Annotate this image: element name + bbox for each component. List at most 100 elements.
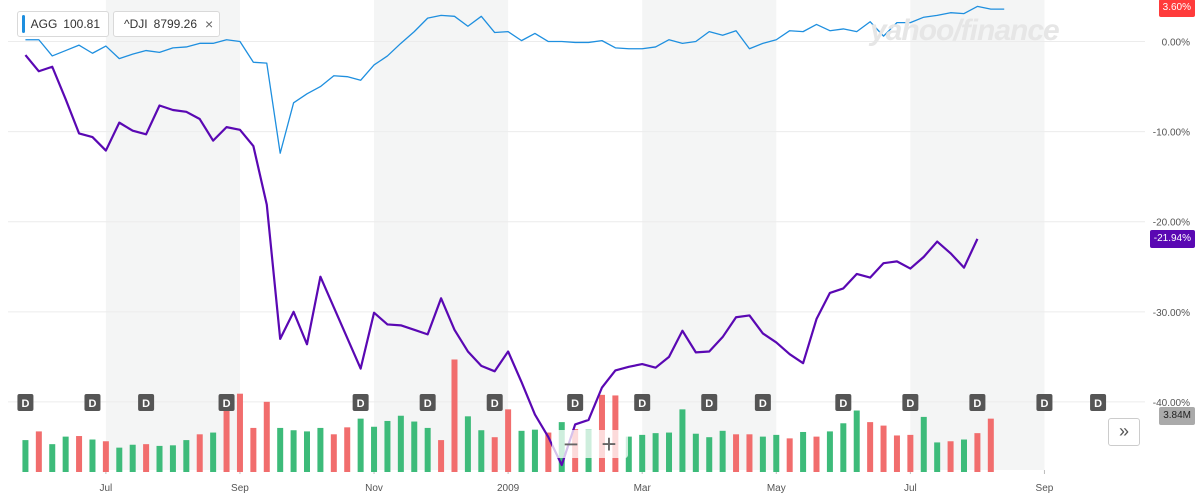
volume-bar: [505, 409, 512, 472]
volume-bar: [143, 444, 150, 472]
x-tick-label: Nov: [365, 483, 383, 494]
volume-bar: [773, 434, 780, 472]
dji-line: [24, 54, 979, 467]
volume-bar: [223, 404, 230, 472]
dividend-marker-label: D: [88, 398, 96, 410]
volume-bar: [974, 433, 981, 472]
x-tick-label: 2009: [497, 483, 520, 494]
dividend-marker: [969, 394, 986, 411]
dividend-marker-label: D: [906, 398, 914, 410]
x-tick-label: Sep: [1036, 483, 1054, 494]
legend-dji[interactable]: ^DJI 8799.26 ×: [113, 11, 220, 37]
volume-bar: [813, 436, 820, 472]
agg-color-swatch: [22, 15, 25, 33]
x-tick-label: May: [767, 483, 786, 494]
dividend-marker: [754, 394, 771, 411]
volume-bar: [451, 359, 458, 472]
dividend-marker-label: D: [491, 398, 499, 410]
y-tick-label: -20.00%: [1153, 218, 1190, 229]
volume-bar: [397, 415, 404, 472]
volume-bar: [411, 421, 418, 472]
agg-line: [25, 5, 1005, 154]
dividend-marker: [419, 394, 436, 411]
volume-bar: [746, 434, 753, 472]
volume-bar: [759, 436, 766, 472]
dividend-marker-label: D: [973, 398, 981, 410]
expand-icon[interactable]: »: [1108, 418, 1140, 446]
dividend-marker: [835, 394, 852, 411]
dividend-marker: [701, 394, 718, 411]
volume-bar: [129, 444, 136, 472]
shaded-band: [642, 0, 777, 470]
dividend-marker-label: D: [424, 398, 432, 410]
volume-bar: [371, 426, 378, 472]
zoom-in-button[interactable]: +: [601, 429, 617, 459]
volume-bar: [652, 433, 659, 472]
dividend-marker-label: D: [223, 398, 231, 410]
volume-bar: [62, 436, 69, 472]
dividend-marker-label: D: [638, 398, 646, 410]
volume-bar: [826, 431, 833, 472]
x-tick-label: Sep: [231, 483, 249, 494]
agg-value: 100.81: [63, 17, 100, 31]
dji-value: 8799.26: [153, 17, 198, 31]
dividend-marker-label: D: [839, 398, 847, 410]
volume-bar: [183, 440, 190, 472]
dividend-marker: [84, 394, 101, 411]
volume-bar: [518, 430, 525, 472]
dividend-marker: [17, 394, 34, 411]
dividend-marker-label: D: [1040, 398, 1048, 410]
zoom-out-button[interactable]: −: [563, 429, 579, 459]
volume-bar: [22, 440, 29, 472]
x-tick-label: Jul: [904, 483, 917, 494]
volume-bar: [210, 432, 217, 472]
volume-bar: [692, 433, 699, 472]
dividend-marker-label: D: [1094, 398, 1102, 410]
volume-bar: [196, 434, 203, 472]
dividend-marker-label: D: [142, 398, 150, 410]
x-tick-label: Jul: [99, 483, 112, 494]
volume-bar: [250, 427, 257, 472]
volume-bar: [277, 427, 284, 472]
dividend-marker-label: D: [357, 398, 365, 410]
volume-bar: [317, 427, 324, 472]
volume-bar: [800, 431, 807, 472]
volume-badge: 3.84M: [1159, 407, 1195, 425]
volume-bar: [438, 440, 445, 472]
dividend-marker-label: D: [571, 398, 579, 410]
agg-last-value-badge: 3.60%: [1158, 0, 1195, 18]
dividend-marker: [352, 394, 369, 411]
volume-bar: [156, 445, 163, 472]
volume-bar: [880, 425, 887, 472]
y-tick-label: 0.00%: [1162, 38, 1190, 49]
dividend-marker: [138, 394, 155, 411]
dividend-marker: [567, 394, 584, 411]
dividend-marker: [486, 394, 503, 411]
agg-symbol: AGG: [30, 17, 58, 31]
close-icon[interactable]: ×: [205, 16, 214, 32]
volume-bar: [920, 416, 927, 472]
volume-bar: [89, 439, 96, 472]
zoom-controls: − +: [552, 430, 628, 458]
dividend-marker-label: D: [759, 398, 767, 410]
x-tick-label: Mar: [634, 483, 652, 494]
volume-bar: [303, 431, 310, 472]
volume-bar: [102, 441, 109, 472]
volume-bar: [733, 434, 740, 472]
dji-last-value-badge: -21.94%: [1149, 229, 1195, 248]
dividend-marker: [1090, 394, 1107, 411]
volume-bar: [76, 436, 83, 472]
volume-bar: [960, 439, 967, 472]
volume-bar: [464, 416, 471, 472]
dividend-marker: [634, 394, 651, 411]
legend-agg[interactable]: AGG 100.81: [17, 11, 109, 37]
y-tick-label: -30.00%: [1153, 308, 1190, 319]
volume-bar: [947, 441, 954, 472]
volume-bar: [236, 393, 243, 472]
shaded-band: [105, 0, 240, 470]
dividend-marker-label: D: [21, 398, 29, 410]
dividend-marker: [218, 394, 235, 411]
volume-bar: [545, 432, 552, 472]
volume-bar: [263, 401, 270, 472]
